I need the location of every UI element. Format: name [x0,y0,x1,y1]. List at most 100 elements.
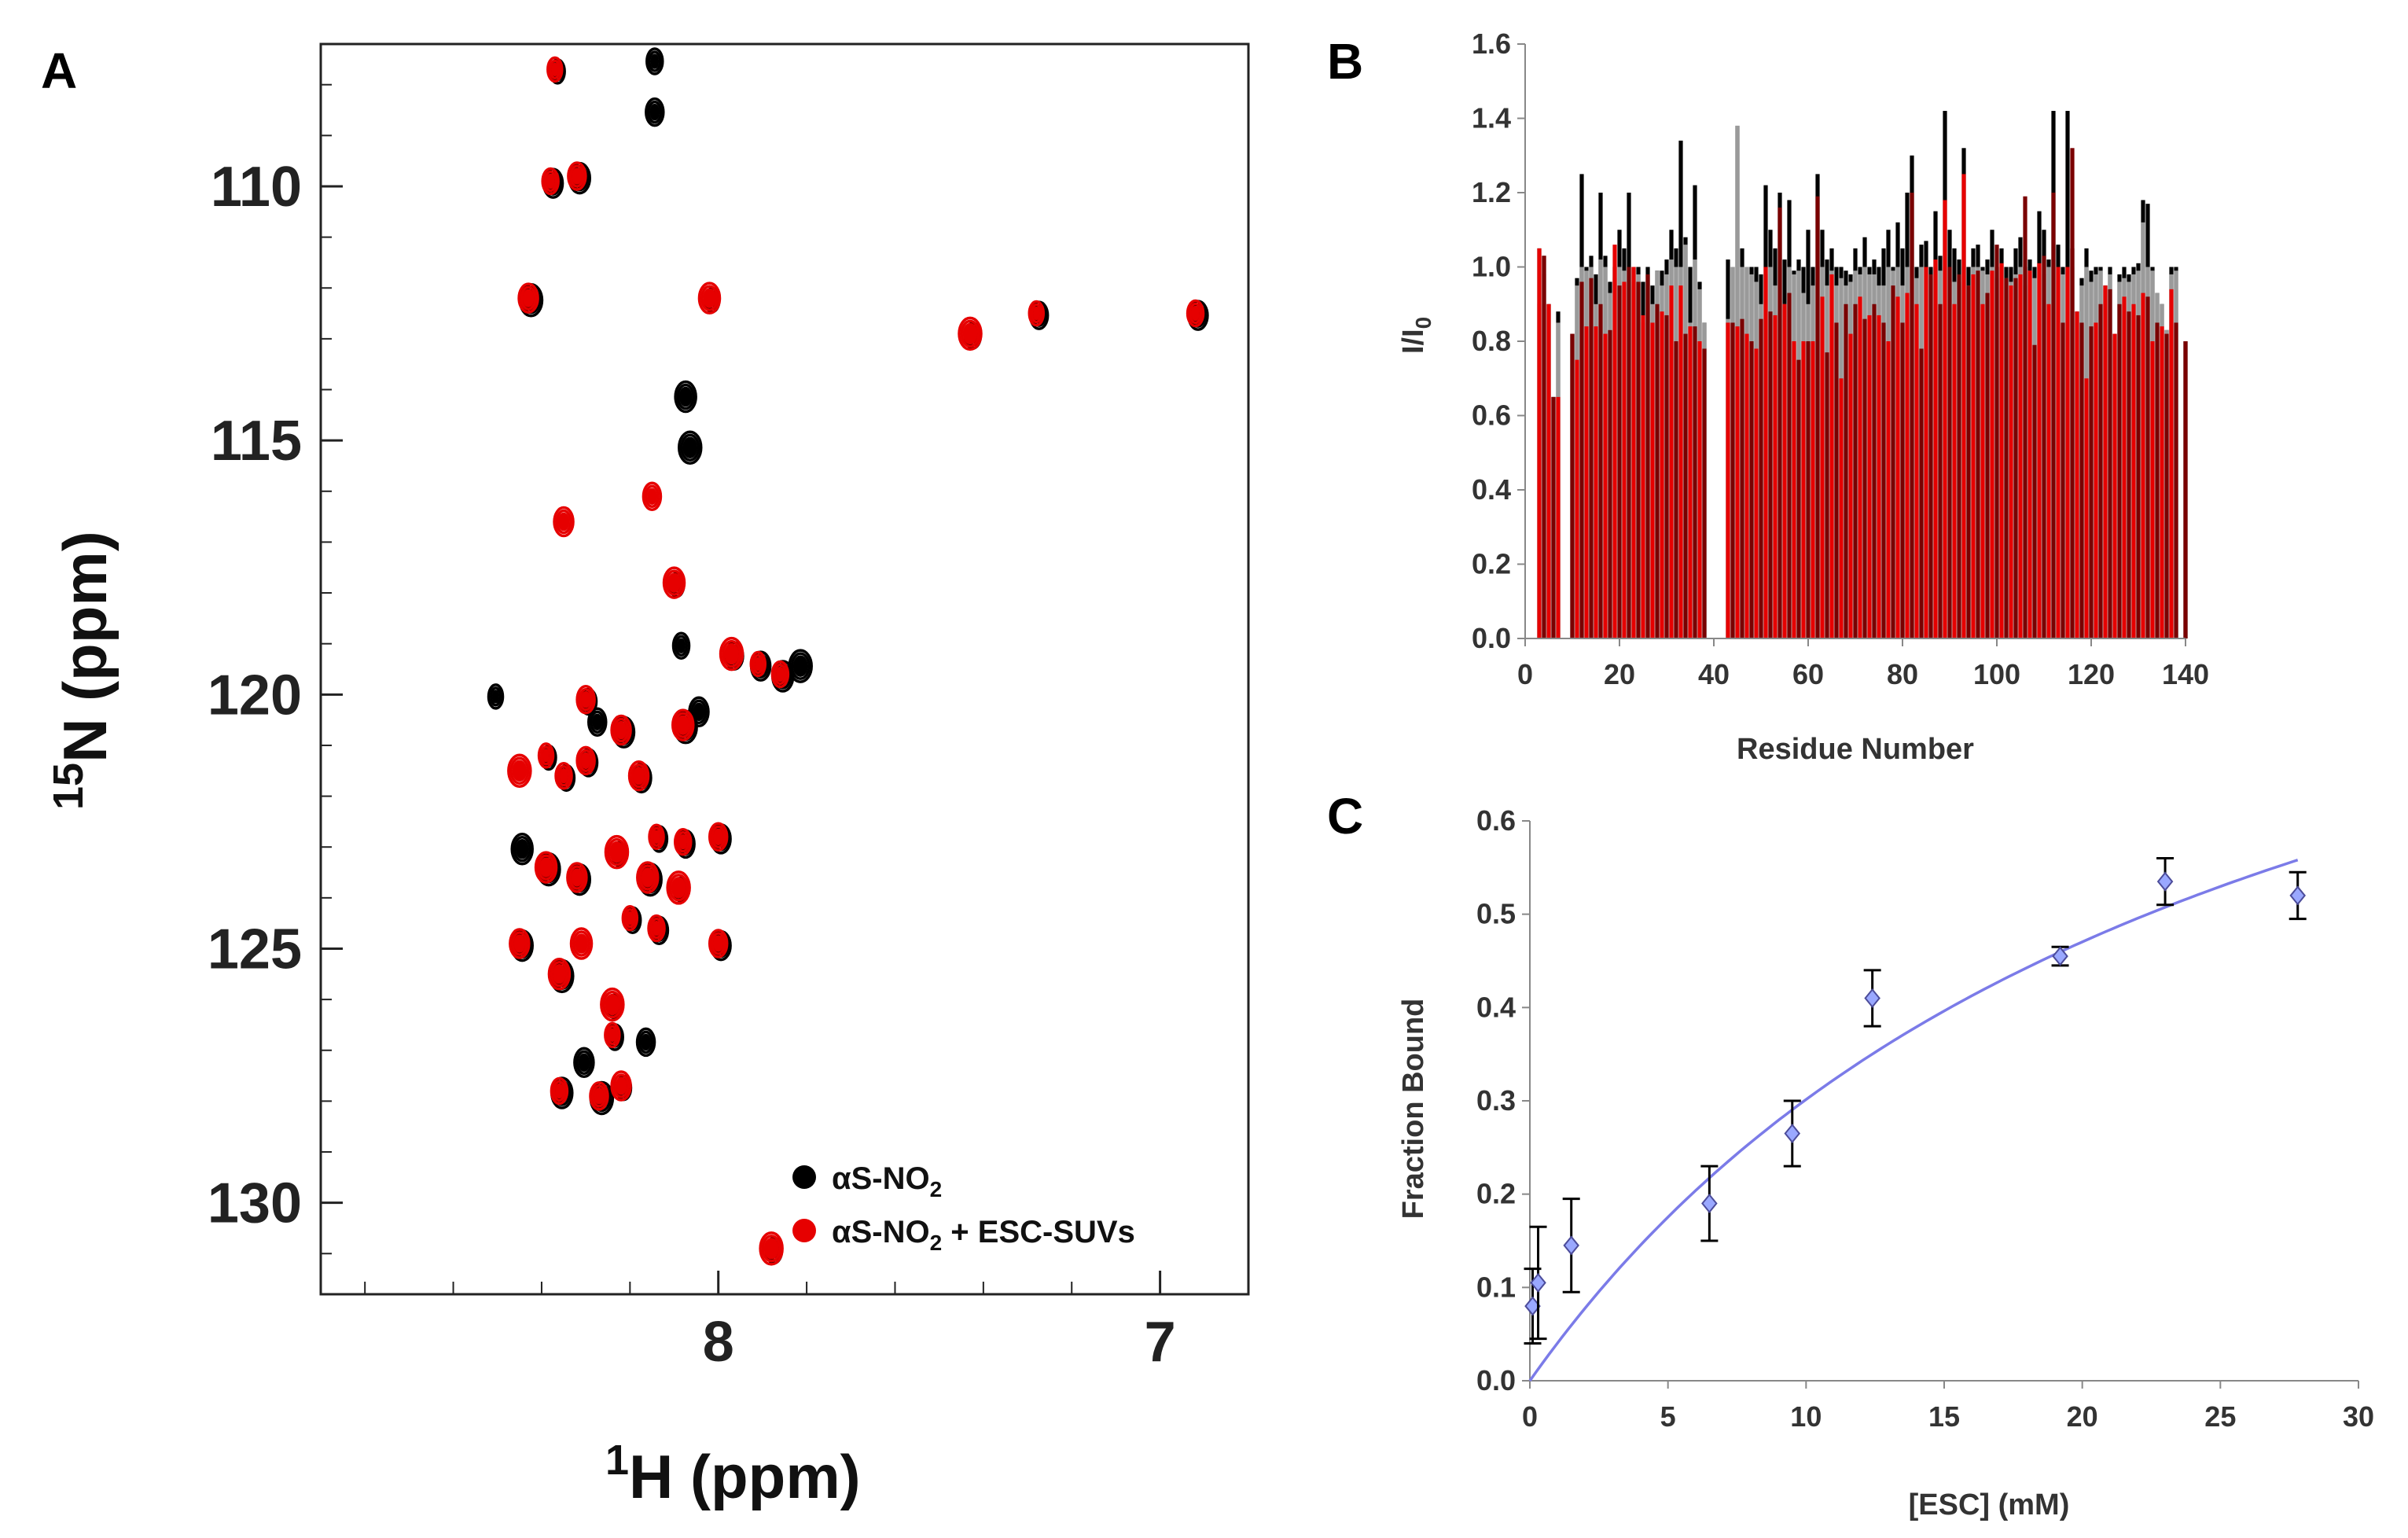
bar-red [1603,333,1608,638]
peak-black-contour [678,430,703,465]
peak-red-contour [638,864,657,891]
peak-red-contour [547,958,572,991]
bar-red [1787,293,1792,638]
panel-c-x-tick-label: 30 [2343,1400,2374,1433]
bar-red [1631,267,1636,638]
legend-label-black: αS-NO2 [832,1161,942,1201]
bar-red [1933,259,1938,638]
peak-black-contour [680,433,700,462]
bar-red [1570,333,1575,638]
peak-red-contour [578,749,594,773]
peak-black-contour [489,686,502,707]
bar-red [1650,322,1655,638]
panel-b-x-tick-label: 80 [1887,658,1918,690]
peak-black-contour [677,638,686,654]
bar-red [1594,326,1598,638]
peak-red-contour [569,164,585,188]
peak-red-contour [550,1076,569,1106]
bar-red [1556,396,1561,638]
peak-red [554,761,573,790]
bar-red [1688,326,1693,638]
data-point [2156,856,2175,907]
bar-red [1579,281,1584,638]
panel-b: B 0.0 0.2 0.4 0.6 0.8 1.0 1.2 1.4 1.6 0 20 40 60 80 10… [1327,28,2209,766]
data-point [1529,1225,1547,1341]
peak-red-contour [591,1084,607,1108]
bar-red [1990,270,1994,638]
bar-red [1862,318,1867,638]
bar-red [1726,322,1730,638]
peak-red-contour [761,1234,781,1263]
peak-red [671,708,695,741]
peak-red-contour [671,877,686,899]
peak-red-contour [647,488,657,505]
peak-red-contour [642,481,663,511]
bar-red [1910,193,1914,638]
bar-red [1985,293,1990,638]
bar-red [2094,322,2098,638]
panel-c-fit [1528,859,2299,1382]
peak-red-contour [554,761,573,790]
bar-red [1782,304,1787,638]
peak-red-contour [509,928,531,959]
peak-black-contour [513,836,531,863]
bar-red [1895,296,1900,638]
bar-red [1589,278,1594,638]
peak-red [547,958,572,991]
peak-red-contour [610,714,632,746]
peak-red-contour [666,870,691,905]
panel-c-y-tick-label: 0.1 [1476,1271,1516,1303]
bar-red [1697,341,1702,638]
bar-red [1806,341,1811,638]
bar-red [1546,304,1551,638]
panel-b-y-tick-label: 1.2 [1472,176,1511,208]
bar-red [2032,344,2037,638]
peak-red-contour [542,749,550,763]
bar-red [2042,256,2046,638]
peak-black [645,97,665,127]
panel-a-x-axis-label: 1H (ppm) [605,1437,861,1511]
bar-red [1957,274,1961,638]
peak-red-contour [703,288,716,308]
bar-red [1792,341,1796,638]
panel-c-x-tick-label: 20 [2067,1400,2098,1433]
peak-red-contour [553,964,566,984]
peak-black-contour [648,50,662,72]
peak-black-contour [678,386,693,407]
panel-a-x-tick-label: 7 [1145,1311,1176,1374]
panel-b-x-tick-label: 0 [1517,658,1533,690]
bar-red [1678,285,1683,638]
bar-red [1961,174,1966,638]
bar-red [1759,318,1763,638]
peak-red-contour [513,934,526,953]
peak-black-contour [647,100,663,124]
peak-black-contour [638,1030,654,1054]
peak-black-contour [575,1050,593,1076]
peak-red-contour [612,1073,630,1098]
bar-red [1773,315,1778,638]
peak-red-contour [517,282,539,314]
bar-red [1641,315,1645,638]
peak-red [610,1070,632,1102]
bar-red [1674,341,1678,638]
bar-red [2103,285,2108,638]
bar-red [1924,267,1928,638]
panel-b-bars [1537,111,2188,639]
legend-label-red: αS-NO2 + ESC-SUVs [832,1215,1135,1255]
peak-black-contour [690,699,708,725]
peak-red-contour [722,639,742,668]
peak-red-contour [580,691,591,708]
peak-red-contour [1191,305,1200,322]
peak-red-contour [522,289,535,307]
panel-a-y-tick-label: 115 [211,410,302,473]
peak-black [635,1027,656,1058]
peak-red-contour [676,831,690,853]
panel-c-points [1524,856,2307,1345]
peak-red-contour [697,281,722,315]
diamond-marker [2156,871,2174,892]
peak-red-contour [1186,299,1205,328]
peak-black-contour [649,103,660,121]
bar-red [1669,285,1674,638]
panel-a-y-tick-label: 125 [208,918,302,981]
